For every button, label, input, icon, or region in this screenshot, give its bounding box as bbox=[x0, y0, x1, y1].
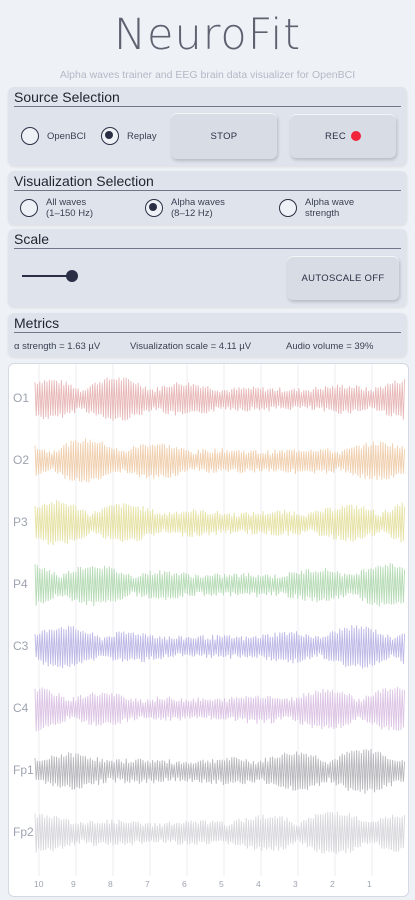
radio-all-waves-label: All waves (1–150 Hz) bbox=[46, 197, 93, 219]
x-tick-label: 10 bbox=[34, 879, 44, 889]
radio-replay[interactable]: Replay bbox=[101, 127, 157, 145]
channel-label-fp2: Fp2 bbox=[13, 825, 34, 839]
alpha-strength-readout: α strength = 1.63 µV bbox=[14, 341, 101, 352]
series-line-fp1 bbox=[34, 748, 406, 794]
stop-button-label: STOP bbox=[210, 130, 238, 142]
series-line-c4 bbox=[34, 686, 406, 732]
series-line-fp2 bbox=[34, 811, 406, 855]
eeg-plot: O1 O2 P3 P4 C3 C4 Fp1 Fp2 10 9 8 7 6 5 4 3 2 1 bbox=[8, 363, 409, 897]
series-line-p4 bbox=[34, 562, 406, 607]
radio-openbci-circle[interactable] bbox=[21, 127, 39, 145]
channel-label-c3: C3 bbox=[13, 639, 29, 653]
scale-panel: Scale AUTOSCALE OFF bbox=[8, 229, 407, 307]
radio-all-waves-line2: (1–150 Hz) bbox=[46, 208, 93, 219]
channel-label-p4: P4 bbox=[13, 577, 28, 591]
channel-label-o2: O2 bbox=[13, 453, 30, 467]
stop-button[interactable]: STOP bbox=[171, 113, 277, 159]
series-line-p3 bbox=[34, 500, 406, 546]
series-line-o2 bbox=[34, 438, 406, 483]
channel-label-o1: O1 bbox=[13, 391, 30, 405]
audio-volume-readout: Audio volume = 39% bbox=[286, 341, 374, 352]
radio-alpha-waves-line2: (8–12 Hz) bbox=[171, 208, 213, 219]
radio-replay-label: Replay bbox=[127, 130, 157, 142]
metrics-panel: Metrics bbox=[8, 313, 407, 357]
series-line-o1 bbox=[34, 377, 406, 421]
divider bbox=[14, 190, 401, 191]
x-tick-label: 6 bbox=[182, 879, 187, 889]
radio-replay-circle[interactable] bbox=[101, 127, 119, 145]
visualization-selection-title: Visualization Selection bbox=[14, 173, 154, 189]
radio-alpha-waves-label: Alpha waves (8–12 Hz) bbox=[171, 197, 225, 219]
x-tick-label: 8 bbox=[108, 879, 113, 889]
metrics-title: Metrics bbox=[14, 315, 60, 331]
app-title: NeuroFit bbox=[113, 10, 302, 60]
record-indicator-icon bbox=[350, 131, 361, 141]
x-tick-label: 3 bbox=[293, 879, 298, 889]
x-tick-label: 4 bbox=[256, 879, 261, 889]
scale-slider-fill bbox=[22, 275, 72, 277]
radio-openbci[interactable]: OpenBCI bbox=[21, 127, 86, 145]
radio-alpha-strength-line2: strength bbox=[305, 208, 340, 219]
divider bbox=[14, 106, 401, 107]
channel-label-p3: P3 bbox=[13, 515, 28, 529]
radio-all-waves[interactable]: All waves (1–150 Hz) bbox=[20, 197, 93, 219]
divider bbox=[14, 332, 401, 333]
x-tick-label: 7 bbox=[145, 879, 150, 889]
radio-alpha-strength[interactable]: Alpha wave strength bbox=[279, 197, 354, 219]
source-selection-panel: Source Selection OpenBCI Replay STOP REC bbox=[8, 87, 407, 166]
radio-alpha-strength-line1: Alpha wave bbox=[305, 197, 355, 208]
scale-slider[interactable] bbox=[22, 267, 272, 287]
rec-button-label: REC bbox=[325, 130, 346, 142]
radio-alpha-waves-circle[interactable] bbox=[145, 199, 163, 217]
rec-button[interactable]: REC bbox=[290, 114, 396, 158]
autoscale-button[interactable]: AUTOSCALE OFF bbox=[287, 256, 399, 300]
x-tick-label: 2 bbox=[330, 879, 335, 889]
radio-all-waves-circle[interactable] bbox=[20, 199, 38, 217]
radio-alpha-strength-circle[interactable] bbox=[279, 199, 297, 217]
series-line-c3 bbox=[34, 625, 406, 669]
autoscale-button-label: AUTOSCALE OFF bbox=[301, 272, 385, 284]
source-selection-title: Source Selection bbox=[14, 89, 120, 105]
channel-label-c4: C4 bbox=[13, 701, 29, 715]
radio-openbci-label: OpenBCI bbox=[47, 130, 87, 142]
visualization-selection-panel: Visualization Selection All waves (1–150… bbox=[8, 171, 407, 225]
scale-title: Scale bbox=[14, 231, 50, 247]
radio-all-waves-line1: All waves bbox=[46, 197, 87, 208]
scale-slider-thumb[interactable] bbox=[66, 270, 78, 282]
app-subtitle: Alpha waves trainer and EEG brain data v… bbox=[59, 69, 356, 81]
radio-alpha-waves[interactable]: Alpha waves (8–12 Hz) bbox=[145, 197, 225, 219]
x-tick-label: 9 bbox=[71, 879, 76, 889]
radio-alpha-strength-label: Alpha wave strength bbox=[305, 197, 354, 219]
divider bbox=[14, 248, 401, 249]
eeg-chart bbox=[34, 364, 406, 876]
channel-label-fp1: Fp1 bbox=[13, 763, 34, 777]
radio-alpha-waves-line1: Alpha waves bbox=[171, 197, 225, 208]
visualization-scale-readout: Visualization scale = 4.11 µV bbox=[130, 341, 252, 352]
x-tick-label: 1 bbox=[367, 879, 372, 889]
x-tick-label: 5 bbox=[219, 879, 224, 889]
